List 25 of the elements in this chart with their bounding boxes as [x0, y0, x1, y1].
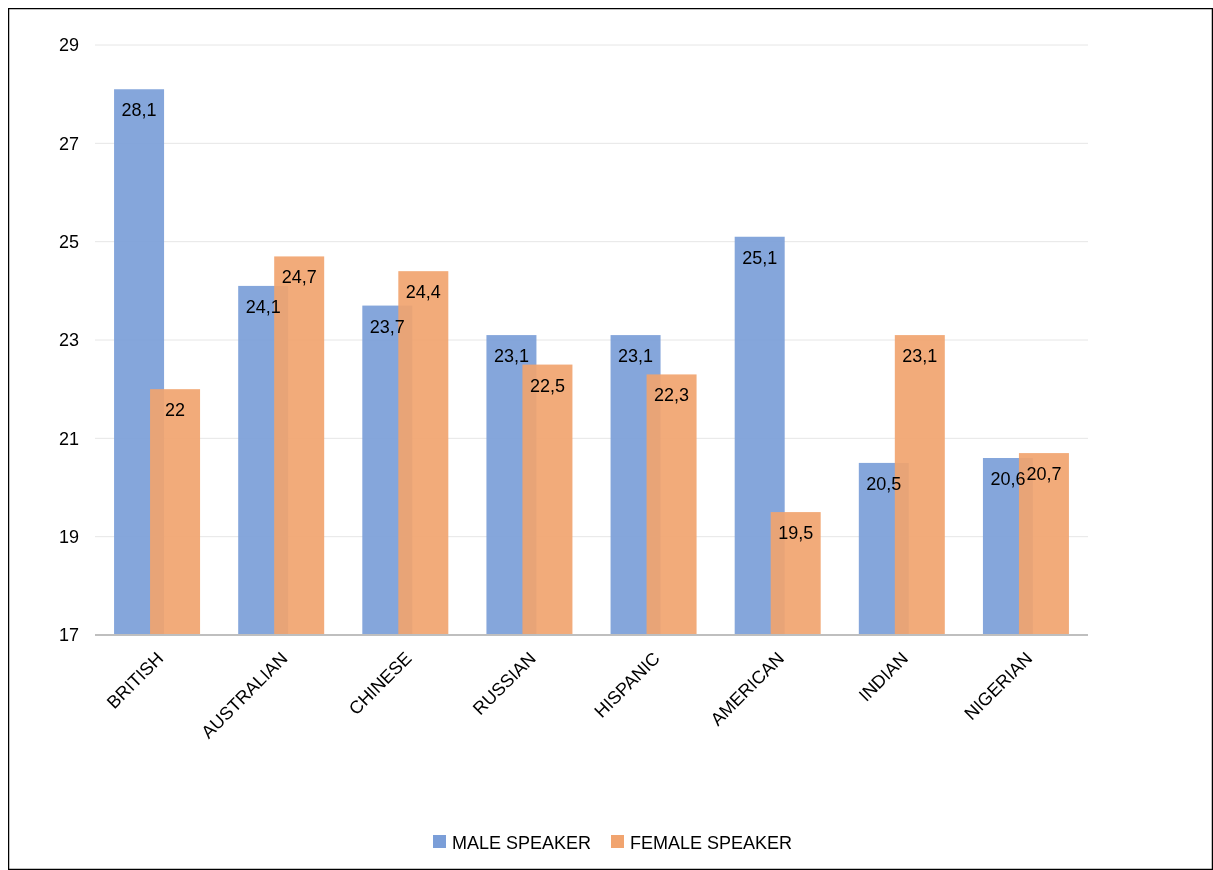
data-label: 20,5	[866, 473, 902, 494]
data-label: 22,3	[654, 385, 690, 406]
data-label: 28,1	[121, 100, 157, 121]
data-label: 20,7	[1026, 464, 1062, 485]
data-label: 22,5	[529, 375, 565, 396]
y-tick-label: 21	[58, 428, 80, 449]
data-label: 25,1	[742, 247, 778, 268]
data-label: 23,1	[618, 346, 654, 367]
y-tick-label: 29	[58, 35, 80, 56]
data-label: 24,1	[245, 296, 281, 317]
data-label: 22	[165, 400, 186, 421]
legend-label: MALE SPEAKER	[452, 833, 592, 854]
y-tick-label: 19	[58, 526, 80, 547]
data-label: 19,5	[778, 523, 814, 544]
data-label: 20,6	[990, 469, 1026, 489]
y-tick-label: 27	[58, 133, 80, 154]
data-label: 23,7	[369, 316, 405, 337]
data-label: 24,7	[281, 267, 317, 288]
y-tick-label: 17	[58, 625, 80, 646]
data-label: 23,1	[902, 346, 938, 367]
y-tick-label: 23	[58, 330, 80, 351]
legend-label: FEMALE SPEAKER	[630, 833, 793, 854]
data-label: 23,1	[493, 346, 529, 367]
data-label: 24,4	[405, 282, 441, 303]
y-tick-label: 25	[58, 231, 80, 252]
